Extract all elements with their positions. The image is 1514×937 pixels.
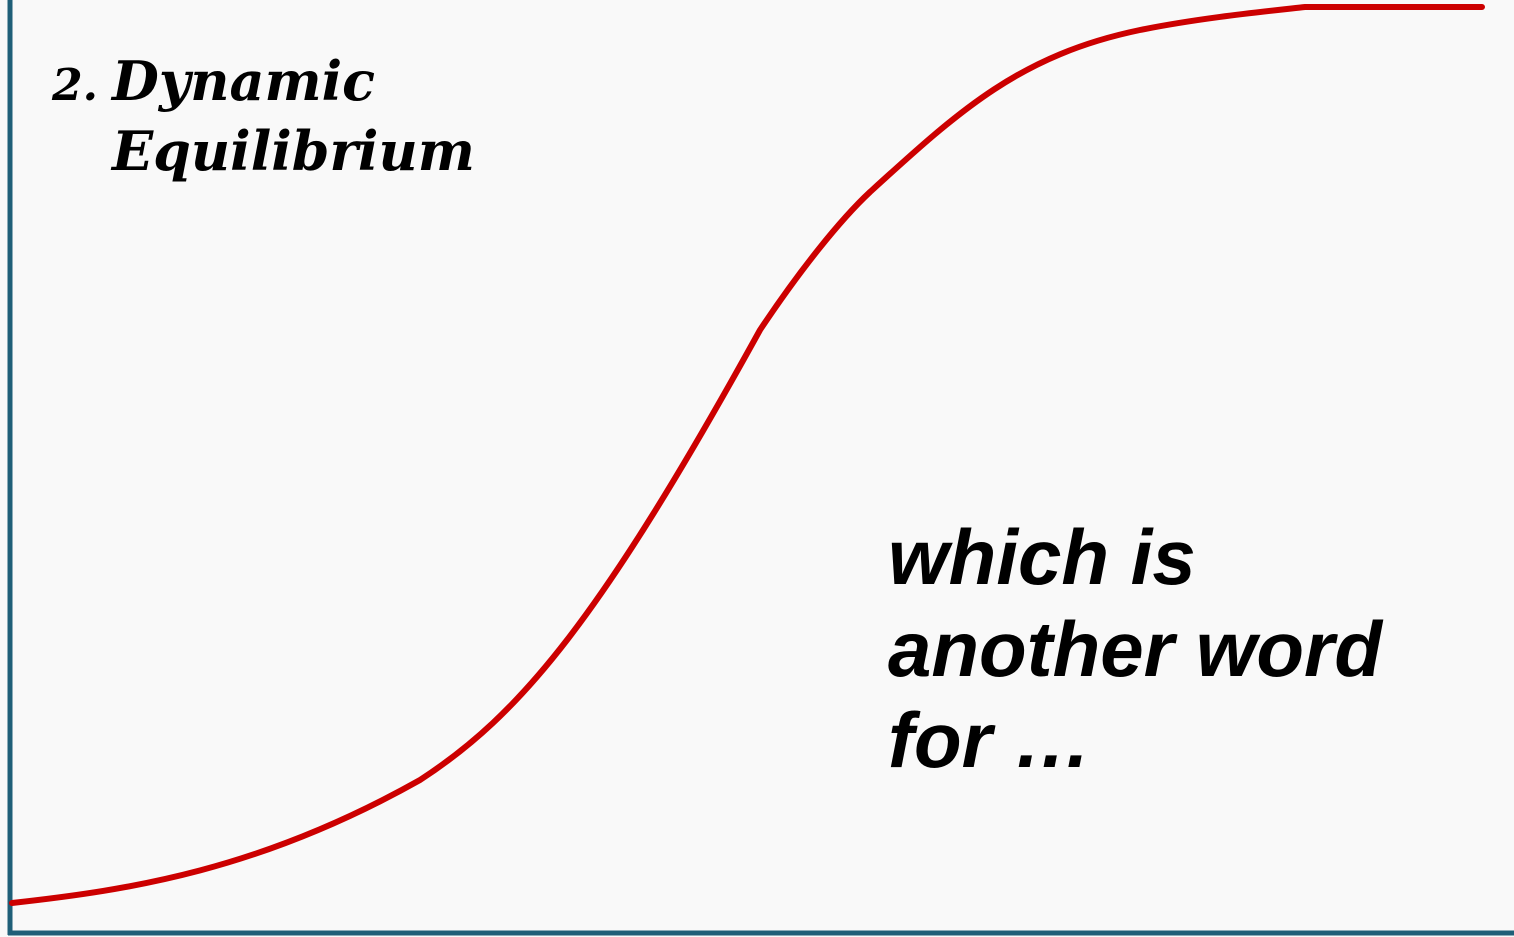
heading-line: Dynamic [110,49,375,113]
note-line: for … [888,696,1092,784]
note-line: which is [888,513,1196,601]
note-line: another word [888,605,1383,693]
heading-number: 2. [51,60,98,111]
s-curve [9,4,1485,906]
heading-line: Equilibrium [110,119,475,183]
